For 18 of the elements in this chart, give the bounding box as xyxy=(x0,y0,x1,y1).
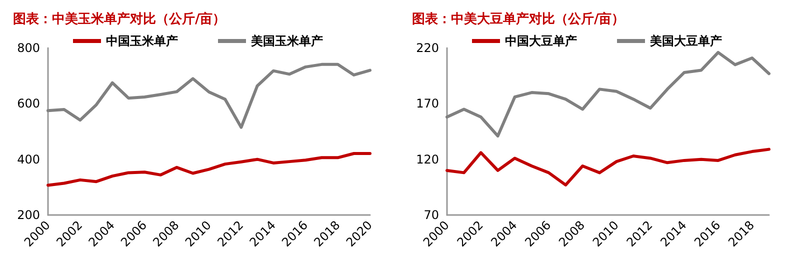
y-tick-label: 800 xyxy=(17,41,40,55)
y-tick-label: 120 xyxy=(416,152,439,166)
chart-title: 图表：中美大豆单产对比（公斤/亩） xyxy=(412,11,625,27)
legend-label: 美国大豆单产 xyxy=(649,34,722,48)
line-series xyxy=(46,62,372,129)
y-tick-label: 200 xyxy=(17,208,40,222)
legend-label: 中国玉米单产 xyxy=(106,34,178,48)
y-tick-label: 70 xyxy=(424,208,439,222)
chart-title: 图表：中美玉米单产对比（公斤/亩） xyxy=(13,11,226,27)
legend-label: 美国玉米单产 xyxy=(250,34,323,48)
legend-label: 中国大豆单产 xyxy=(505,34,577,48)
y-tick-label: 400 xyxy=(17,152,40,166)
y-tick-label: 220 xyxy=(416,41,439,55)
line-series xyxy=(446,50,770,138)
y-tick-label: 600 xyxy=(17,96,40,111)
y-tick-label: 170 xyxy=(416,96,439,111)
line-series xyxy=(446,148,770,186)
line-series xyxy=(46,152,372,187)
